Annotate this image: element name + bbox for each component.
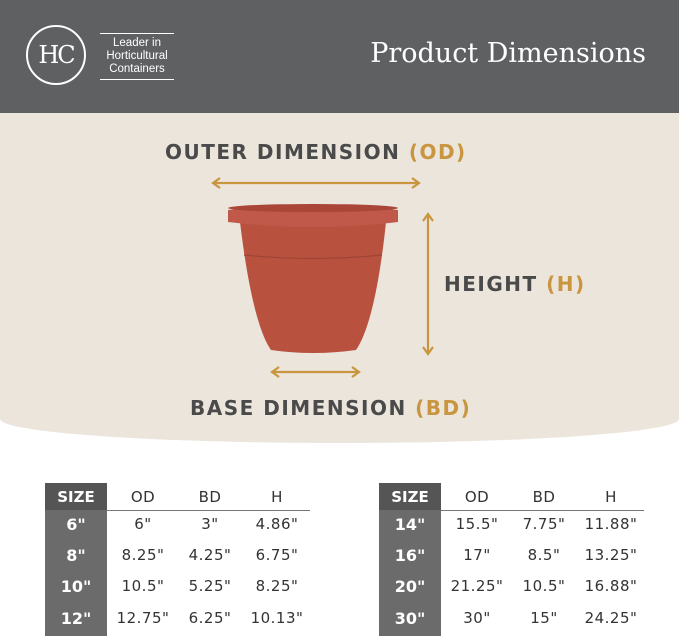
- size-cell: 12": [60, 609, 92, 628]
- table-cell: 5.25": [188, 577, 232, 595]
- size-cell: 8": [66, 546, 86, 565]
- table-cell: 12.75": [116, 609, 170, 627]
- column-header: OD: [130, 488, 156, 506]
- column-header: H: [605, 488, 617, 506]
- column-header: BD: [198, 488, 222, 506]
- table-cell: 10.5": [522, 577, 566, 595]
- header-divider: [441, 510, 644, 511]
- table-cell: 24.25": [584, 609, 638, 627]
- base-dimension-text: BASE DIMENSION: [190, 396, 407, 420]
- size-cell: 30": [394, 609, 426, 628]
- outer-dimension-label: OUTER DIMENSION (OD): [165, 140, 467, 164]
- size-cell: 14": [394, 515, 426, 534]
- size-cell: 10": [60, 577, 92, 596]
- brand-logo: HC: [26, 25, 86, 85]
- header-banner: HC Leader in Horticultural Containers Pr…: [0, 0, 679, 113]
- table-cell: 15.5": [455, 515, 499, 533]
- height-text: HEIGHT: [444, 272, 538, 296]
- table-cell: 8.25": [255, 577, 299, 595]
- base-dimension-abbr: (BD): [415, 396, 472, 420]
- table-cell: 8.5": [527, 546, 561, 564]
- pot-band-line: [243, 254, 383, 260]
- table-cell: 7.75": [522, 515, 566, 533]
- column-header: BD: [532, 488, 556, 506]
- size-cell: 20": [394, 577, 426, 596]
- outer-dimension-abbr: (OD): [408, 140, 467, 164]
- height-label: HEIGHT (H): [444, 272, 586, 296]
- height-abbr: (H): [546, 272, 586, 296]
- size-header: SIZE: [45, 483, 107, 510]
- pot-rim-top: [228, 204, 398, 212]
- table-cell: 13.25": [584, 546, 638, 564]
- base-dimension-label: BASE DIMENSION (BD): [190, 396, 471, 420]
- size-cell: 16": [394, 546, 426, 565]
- table-cell: 6.75": [255, 546, 299, 564]
- table-cell: 16.88": [584, 577, 638, 595]
- table-cell: 11.88": [584, 515, 638, 533]
- table-cell: 10.5": [121, 577, 165, 595]
- outer-dimension-text: OUTER DIMENSION: [165, 140, 401, 164]
- page-title: Product Dimensions: [370, 38, 646, 69]
- tagline-line: Containers: [109, 63, 165, 75]
- column-header: H: [271, 488, 283, 506]
- column-header: OD: [464, 488, 490, 506]
- table-cell: 6": [134, 515, 152, 533]
- size-cell: 6": [66, 515, 86, 534]
- table-cell: 6.25": [188, 609, 232, 627]
- pot-body: [240, 222, 386, 353]
- table-cell: 4.86": [255, 515, 299, 533]
- header-divider: [107, 510, 310, 511]
- table-cell: 17": [463, 546, 491, 564]
- table-cell: 4.25": [188, 546, 232, 564]
- table-cell: 3": [201, 515, 219, 533]
- table-cell: 30": [463, 609, 491, 627]
- size-header: SIZE: [379, 483, 441, 510]
- table-cell: 10.13": [250, 609, 304, 627]
- table-cell: 8.25": [121, 546, 165, 564]
- tagline-line: Horticultural: [106, 50, 168, 62]
- table-cell: 15": [530, 609, 558, 627]
- brand-tagline: Leader in Horticultural Containers: [100, 33, 174, 80]
- tagline-line: Leader in: [113, 37, 161, 49]
- table-cell: 21.25": [450, 577, 504, 595]
